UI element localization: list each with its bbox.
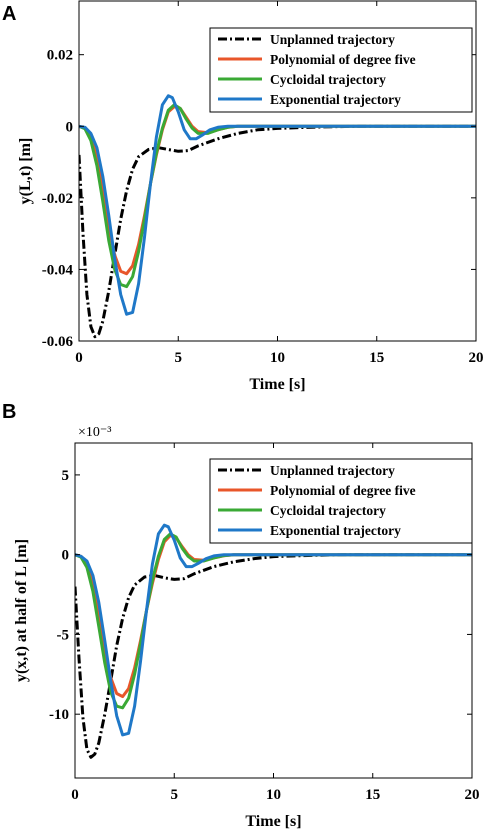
series-line-0 — [75, 553, 472, 759]
x-tick-label: 10 — [266, 787, 281, 803]
y-tick-label: 5 — [62, 468, 70, 484]
x-axis-title: Time [s] — [249, 376, 305, 393]
x-tick-label: 5 — [175, 350, 183, 366]
x-tick-label: 5 — [171, 787, 179, 803]
legend-label-3: Exponential trajectory — [270, 92, 401, 107]
plot-lines — [75, 523, 472, 759]
y-tick-label: 0.02 — [47, 48, 73, 64]
series-line-3 — [79, 94, 476, 316]
y-tick-label: 0 — [62, 548, 70, 564]
panel-label-b: B — [2, 401, 16, 423]
y-axis-title: y(L,t) [m] — [17, 138, 34, 205]
y-tick-label: -0.06 — [42, 334, 74, 350]
legend-label-2: Cycloidal trajectory — [270, 503, 386, 518]
legend-label-1: Polynomial of degree five — [270, 483, 416, 498]
legend-label-0: Unplanned trajectory — [270, 463, 395, 478]
x-tick-label: 15 — [369, 350, 384, 366]
y-tick-label: -5 — [57, 627, 70, 643]
y-tick-label: 0 — [66, 119, 74, 135]
legend-label-2: Cycloidal trajectory — [270, 72, 386, 87]
x-axis-title: Time [s] — [245, 813, 301, 830]
x-tick-label: 20 — [465, 787, 480, 803]
legend-label-0: Unplanned trajectory — [270, 32, 395, 47]
y-tick-label: -0.02 — [42, 191, 73, 207]
chart-panel-b: 0 5 10 15 20 -10 -5 0 5 Time [s] y(x,t) at half of… — [13, 425, 480, 830]
panel-label-a: A — [2, 3, 16, 25]
x-tick-label: 15 — [365, 787, 380, 803]
chart-panel-a: 0 5 10 15 20 -0.06 -0.04 -0.02 0 0.02 Time [s] y(L,… — [17, 0, 484, 393]
series-line-2 — [79, 103, 476, 289]
series-line-2 — [75, 532, 472, 710]
axis-multiplier: ×10⁻³ — [78, 425, 111, 440]
legend-label-1: Polynomial of degree five — [270, 52, 416, 67]
y-tick-label: -10 — [49, 707, 69, 723]
x-tick-label: 0 — [71, 787, 79, 803]
series-line-3 — [75, 523, 472, 737]
y-axis-title: y(x,t) at half of L [m] — [13, 539, 30, 682]
series-line-0 — [79, 124, 476, 339]
x-tick-label: 0 — [75, 350, 83, 366]
y-tick-label: -0.04 — [42, 262, 74, 278]
x-tick-label: 10 — [270, 350, 285, 366]
x-tick-label: 20 — [469, 350, 484, 366]
legend: Unplanned trajectory Polynomial of degree… — [209, 27, 473, 113]
plot-lines — [79, 94, 476, 339]
legend: Unplanned trajectory Polynomial of degree… — [209, 458, 473, 544]
legend-label-3: Exponential trajectory — [270, 523, 401, 538]
